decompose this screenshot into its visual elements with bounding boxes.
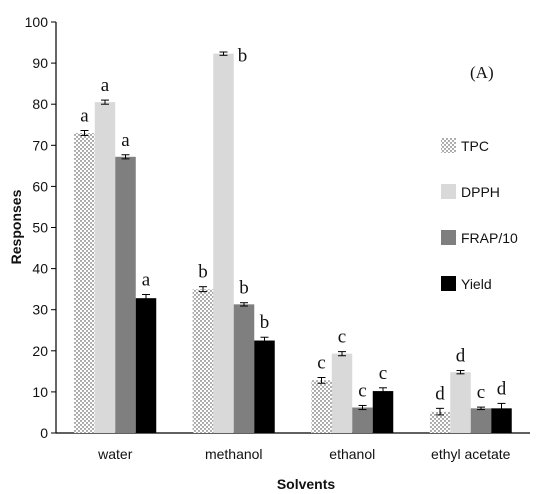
x-tick-label: water	[97, 446, 133, 462]
significance-letter: b	[260, 312, 270, 333]
significance-letter: d	[456, 346, 466, 367]
y-tick-label: 70	[32, 137, 48, 153]
y-tick-label: 50	[32, 220, 48, 236]
bar-dpph	[213, 53, 234, 433]
significance-letter: c	[317, 353, 325, 374]
y-tick-label: 30	[32, 302, 48, 318]
panel-label: (A)	[470, 63, 494, 82]
y-tick-label: 20	[32, 343, 48, 359]
legend-swatch	[441, 276, 456, 291]
significance-letter: b	[238, 46, 248, 67]
significance-letter: d	[435, 383, 445, 404]
y-tick-label: 40	[32, 261, 48, 277]
significance-letter: c	[477, 382, 485, 403]
legend-label: DPPH	[461, 184, 500, 200]
significance-letter: c	[379, 363, 387, 384]
bar-frap-10	[352, 407, 373, 433]
bar-dpph	[94, 102, 116, 434]
significance-letter: a	[142, 269, 151, 290]
bar-yield	[254, 340, 275, 433]
x-axis-title: Solvents	[277, 476, 336, 492]
bar-frap-10	[115, 156, 136, 434]
bar-dpph	[450, 372, 471, 433]
legend: TPC DPPH FRAP/10 Yield	[441, 138, 518, 292]
x-tick-label: methanol	[205, 446, 263, 462]
x-tick-label: ethanol	[329, 446, 375, 462]
bar-frap-10	[233, 304, 255, 433]
significance-letter: b	[239, 278, 249, 299]
bar-yield	[135, 298, 157, 433]
bar-tpc	[311, 380, 332, 433]
x-tick-label: ethyl acetate	[431, 446, 511, 462]
y-tick-label: 10	[32, 384, 48, 400]
y-axis-title: Responses	[8, 189, 24, 264]
bar-frap-10	[470, 408, 492, 433]
significance-letter: a	[80, 106, 89, 127]
y-tick-label: 100	[25, 14, 49, 30]
legend-swatch	[441, 184, 456, 199]
significance-letter: d	[497, 378, 507, 399]
y-tick-label: 0	[40, 425, 48, 441]
bar-yield	[372, 391, 394, 433]
significance-letter: c	[358, 380, 366, 401]
y-tick-label: 90	[32, 55, 48, 71]
bar-dpph	[331, 353, 353, 433]
legend-label: FRAP/10	[461, 230, 518, 246]
bar-yield	[491, 408, 512, 433]
significance-letter: a	[121, 130, 130, 151]
bar-tpc	[429, 411, 451, 433]
y-tick-label: 60	[32, 178, 48, 194]
significance-letter: c	[338, 327, 346, 348]
legend-label: Yield	[461, 276, 492, 292]
legend-swatch	[441, 230, 456, 245]
bar-tpc	[192, 289, 214, 433]
bar-tpc	[74, 132, 95, 433]
legend-label: TPC	[461, 138, 489, 154]
legend-swatch	[441, 138, 456, 153]
axes: 0 10 20 30 40 50 60 70 80 90 100 water methanol ethan…	[25, 14, 530, 462]
y-tick-label: 80	[32, 96, 48, 112]
significance-letter: b	[198, 262, 208, 283]
significance-letter: a	[101, 75, 110, 96]
